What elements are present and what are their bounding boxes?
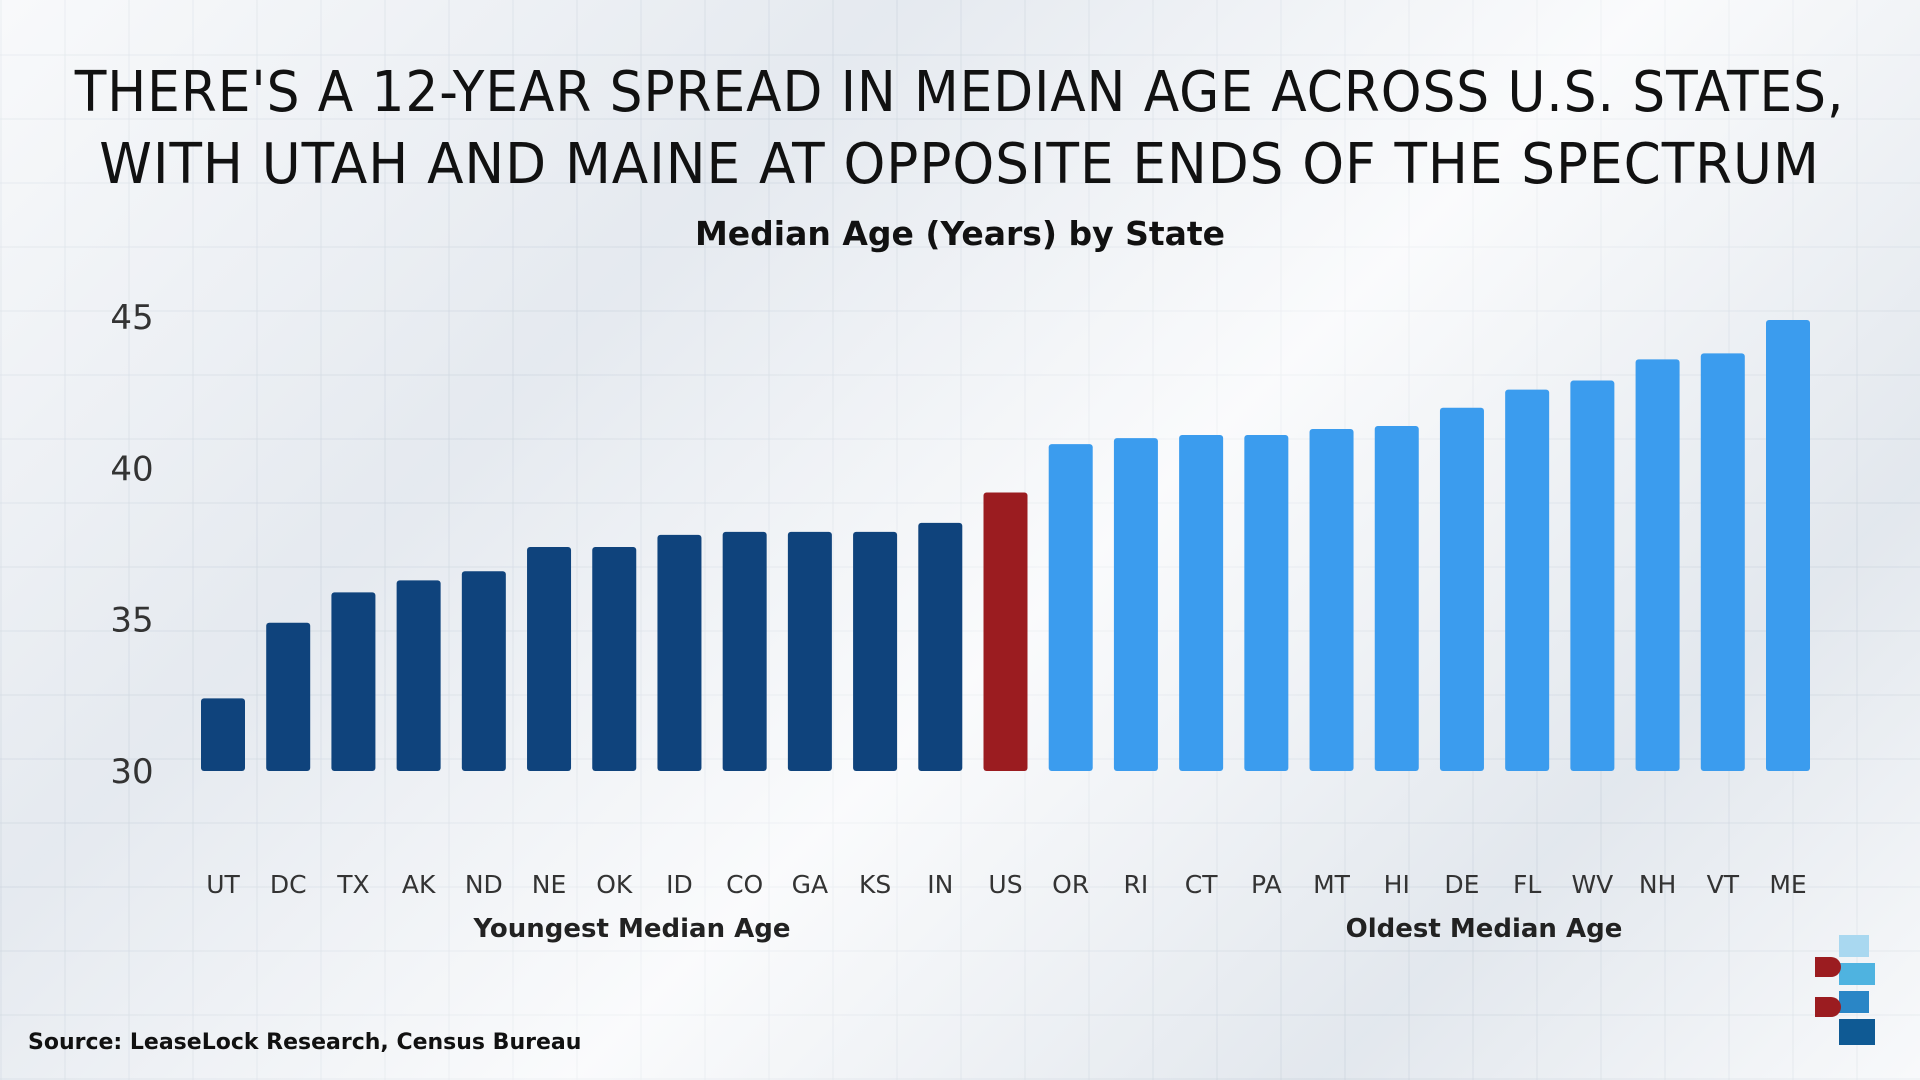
bar-ks (853, 531, 898, 771)
x-tick-label: GA (792, 870, 828, 899)
source-note: Source: LeaseLock Research, Census Burea… (28, 1030, 582, 1055)
bar-de (1439, 407, 1484, 771)
chart-subtitle: Median Age (Years) by State (694, 214, 1226, 253)
x-tick-label: PA (1251, 870, 1282, 899)
x-tick-label: IN (927, 870, 953, 899)
x-tick-label: TX (336, 870, 369, 899)
bar-me (1766, 320, 1810, 771)
bar-ne (527, 547, 572, 771)
x-tick-label: NH (1639, 870, 1677, 899)
y-tick-label: 35 (110, 601, 153, 641)
group-label: Youngest Median Age (472, 914, 790, 944)
x-tick-label: ME (1769, 870, 1806, 899)
y-tick-label: 45 (110, 298, 153, 338)
bar-ut (201, 698, 245, 771)
x-tick-label: UT (206, 870, 240, 899)
x-tick-label: ID (666, 870, 693, 899)
bar-ct (1179, 435, 1224, 771)
x-tick-label: VT (1707, 870, 1740, 899)
bar-mt (1309, 428, 1354, 771)
chart-title-line-1: THERE'S A 12-YEAR SPREAD IN MEDIAN AGE A… (75, 60, 1845, 125)
x-tick-label: OR (1052, 870, 1089, 899)
bar-ga (787, 531, 832, 771)
x-tick-label: ND (465, 870, 503, 899)
x-tick-label: MT (1313, 870, 1351, 899)
chart-title-row-2: WITH UTAH AND MAINE AT OPPOSITE ENDS OF … (0, 132, 1920, 202)
bar-pa (1244, 435, 1289, 771)
bar-or (1048, 444, 1093, 771)
y-tick-label: 40 (110, 449, 153, 489)
x-tick-label: RI (1124, 870, 1149, 899)
chart-title-line-2: WITH UTAH AND MAINE AT OPPOSITE ENDS OF … (99, 132, 1821, 197)
bar-dc (266, 622, 311, 771)
bar-tx (331, 592, 376, 771)
bar-us (983, 492, 1028, 771)
group-label: Oldest Median Age (1346, 914, 1623, 944)
chart-title-row-1: THERE'S A 12-YEAR SPREAD IN MEDIAN AGE A… (0, 60, 1920, 130)
bar-nh (1635, 359, 1680, 771)
x-tick-label: CO (726, 870, 763, 899)
bar-co (722, 531, 767, 771)
bar-in (918, 522, 963, 771)
x-tick-label: AK (402, 870, 436, 899)
x-tick-label: KS (859, 870, 891, 899)
bar-fl (1505, 389, 1550, 771)
bar-vt (1700, 353, 1745, 771)
brand-logo (1815, 935, 1875, 1045)
bar-nd (461, 571, 506, 771)
x-tick-label: DC (270, 870, 307, 899)
bar-wv (1570, 380, 1615, 771)
x-tick-label: FL (1513, 870, 1541, 899)
bar-id (657, 534, 702, 771)
bar-ok (592, 547, 637, 771)
x-tick-label: CT (1185, 870, 1218, 899)
x-tick-label: HI (1384, 870, 1410, 899)
bar-hi (1374, 425, 1419, 771)
x-tick-label: DE (1444, 870, 1479, 899)
bar-ak (396, 580, 441, 771)
x-tick-label: NE (532, 870, 567, 899)
bar-ri (1113, 438, 1158, 771)
x-tick-label: US (988, 870, 1022, 899)
x-tick-label: OK (596, 870, 633, 899)
y-tick-label: 30 (110, 752, 153, 792)
x-tick-label: WV (1571, 870, 1613, 899)
